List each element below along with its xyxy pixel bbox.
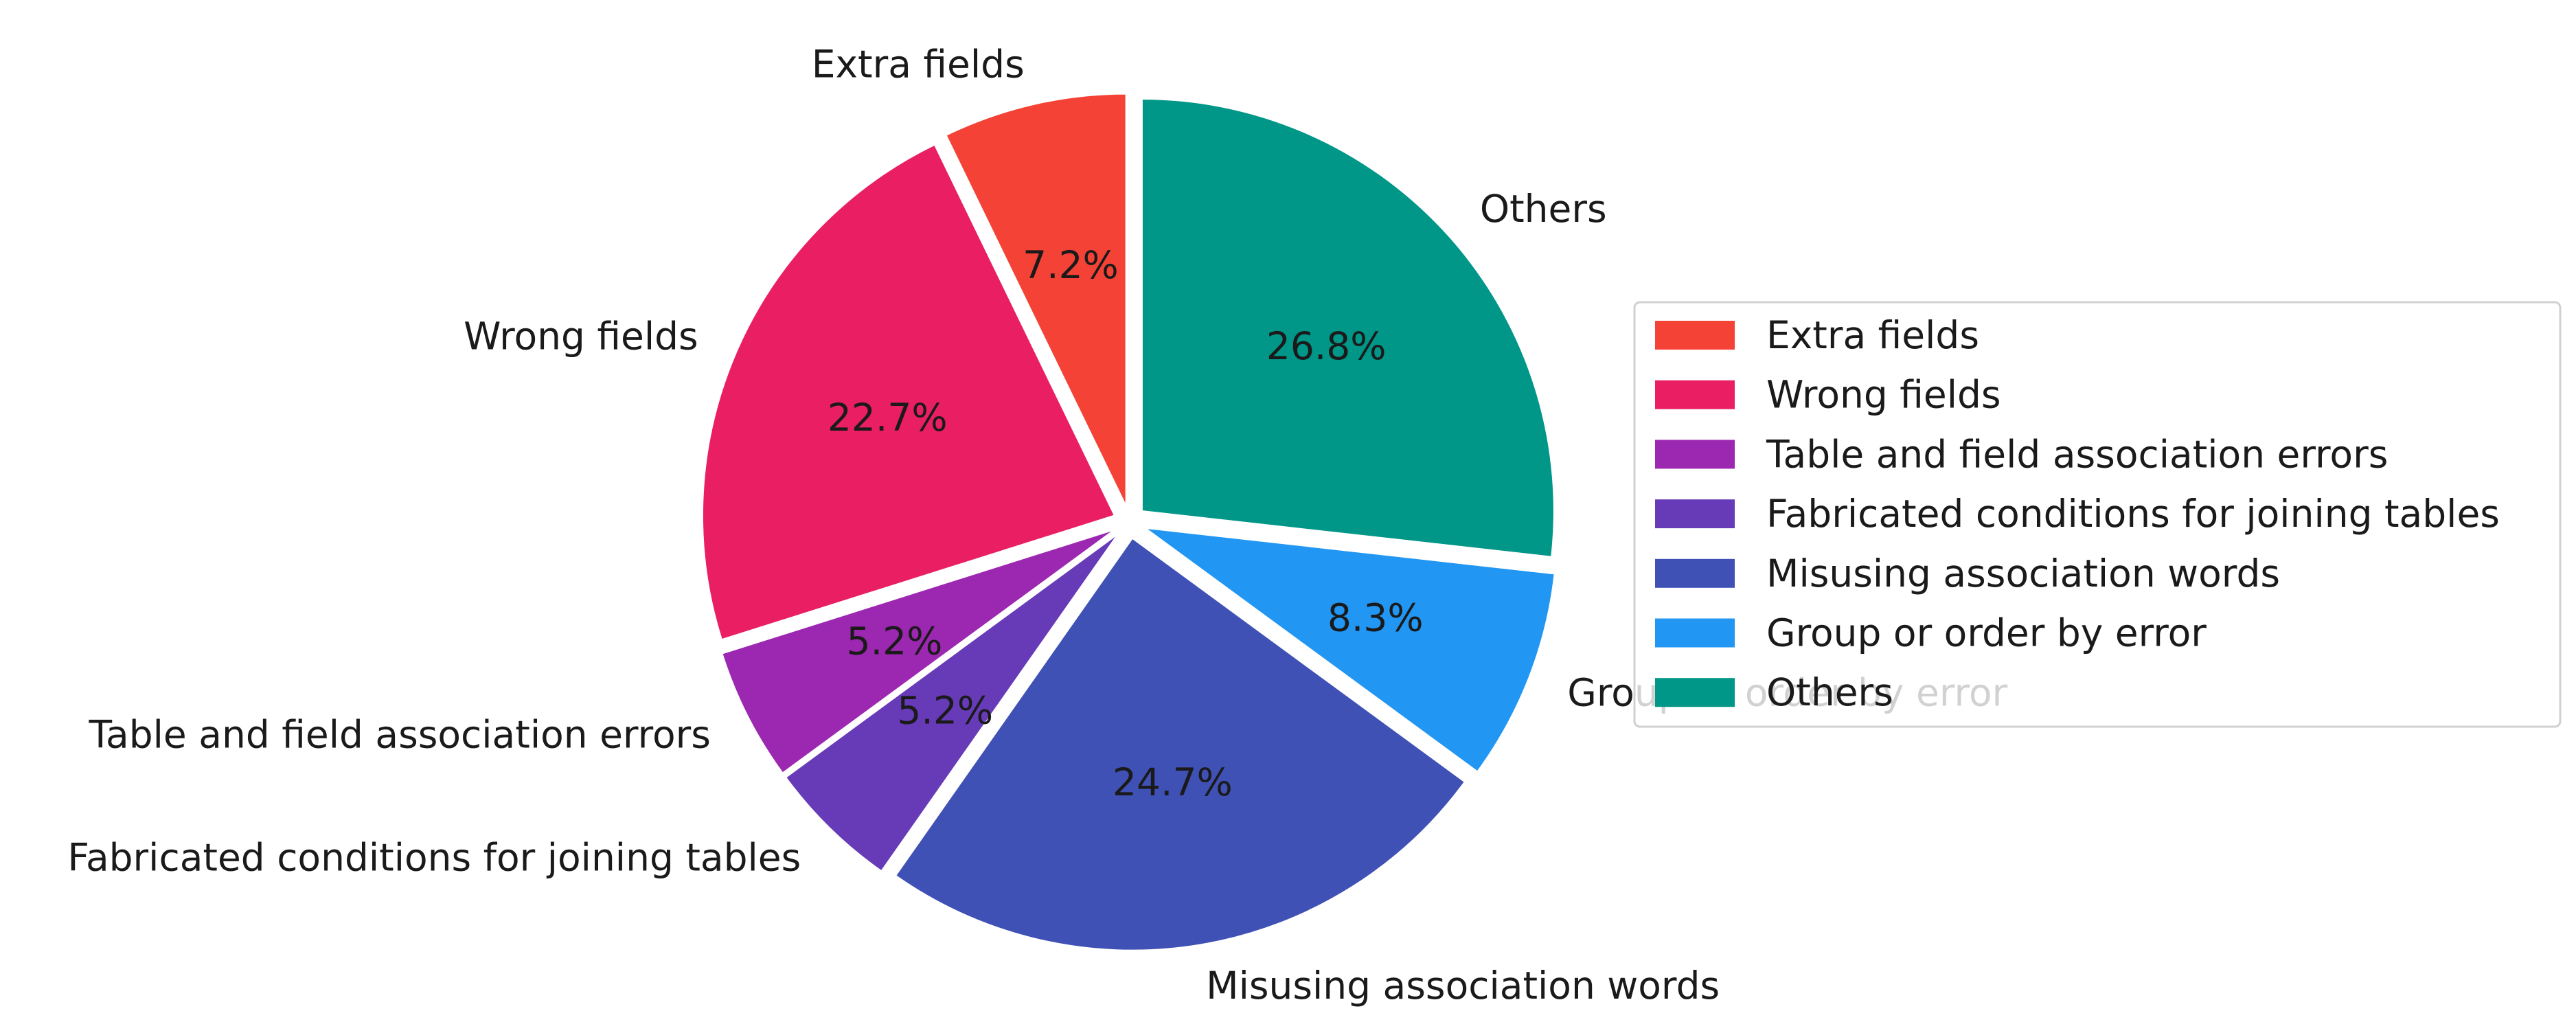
- pie-slices: [701, 93, 1555, 951]
- legend-label-wrong-fields: Wrong fields: [1766, 373, 2001, 417]
- percent-label-table-and-field-association-errors: 5.2%: [847, 620, 943, 663]
- slice-label-misusing-association-words: Misusing association words: [1206, 964, 1720, 1008]
- legend-swatch-extra-fields: [1655, 321, 1735, 350]
- percent-labels: 7.2% 22.7% 5.2% 5.2% 24.7% 8.3% 26.8%: [828, 243, 1424, 804]
- legend-swatch-fabricated-conditions-for-joining-tables: [1655, 499, 1735, 529]
- legend-swatch-others: [1655, 678, 1735, 707]
- pie-slice-misusing-association-words: [894, 537, 1466, 951]
- legend-label-fabricated-conditions-for-joining-tables: Fabricated conditions for joining tables: [1766, 492, 2500, 536]
- legend-swatch-misusing-association-words: [1655, 558, 1735, 588]
- pie-slice-fabricated-conditions-for-joining-tables: [784, 533, 1119, 872]
- legend-swatch-table-and-field-association-errors: [1655, 440, 1735, 469]
- percent-label-fabricated-conditions-for-joining-tables: 5.2%: [897, 688, 993, 732]
- percent-label-group-or-order-by-error: 8.3%: [1327, 596, 1424, 640]
- slice-label-fabricated-conditions-for-joining-tables: Fabricated conditions for joining tables: [67, 836, 801, 880]
- pie-slice-extra-fields: [945, 93, 1127, 507]
- legend-label-extra-fields: Extra fields: [1766, 313, 1979, 357]
- legend-label-misusing-association-words: Misusing association words: [1766, 552, 2280, 595]
- percent-label-misusing-association-words: 24.7%: [1113, 760, 1233, 804]
- legend-frame: [1633, 301, 2562, 728]
- pie-slice-table-and-field-association-errors: [721, 528, 1116, 774]
- legend-label-table-and-field-association-errors: Table and field association errors: [1766, 432, 2388, 476]
- percent-label-extra-fields: 7.2%: [1023, 243, 1119, 287]
- legend-swatch-group-or-order-by-error: [1655, 618, 1735, 648]
- legend: Extra fields Wrong fields Table and field …: [1633, 301, 2562, 728]
- pie-slice-wrong-fields: [701, 144, 1116, 641]
- pie-slice-others: [1141, 98, 1555, 558]
- legend-label-others: Others: [1766, 670, 1893, 714]
- slice-labels: Extra fields Wrong fields Table and field …: [67, 42, 2007, 1008]
- slice-label-extra-fields: Extra fields: [812, 42, 1025, 86]
- percent-label-wrong-fields: 22.7%: [828, 396, 948, 440]
- legend-swatch-wrong-fields: [1655, 380, 1735, 409]
- pie-slice-group-or-order-by-error: [1142, 527, 1555, 773]
- slice-label-table-and-field-association-errors: Table and field association errors: [89, 712, 711, 756]
- slice-label-wrong-fields: Wrong fields: [464, 315, 698, 359]
- slice-label-others: Others: [1480, 187, 1607, 231]
- percent-label-others: 26.8%: [1266, 324, 1387, 368]
- legend-label-group-or-order-by-error: Group or order by error: [1766, 611, 2207, 655]
